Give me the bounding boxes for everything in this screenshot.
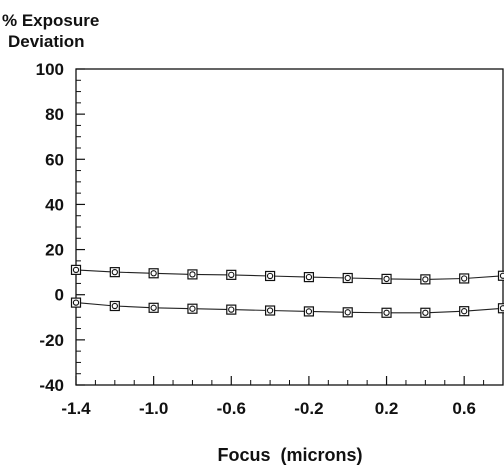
x-tick-label: -1.0 (139, 399, 168, 418)
marker-circle (228, 306, 235, 313)
series-1-point (497, 270, 504, 281)
marker-square (148, 302, 159, 313)
y-tick-label: 0 (55, 286, 64, 305)
marker-circle (228, 271, 235, 279)
x-tick-label: -0.2 (294, 399, 323, 418)
marker-square (381, 307, 392, 318)
marker-circle (111, 268, 118, 276)
y-tick-label: 80 (45, 105, 64, 124)
marker-square (497, 303, 504, 314)
marker-square (303, 272, 315, 283)
series-1-point (303, 272, 315, 283)
plot-area (75, 68, 504, 386)
marker-circle (189, 305, 196, 312)
marker-square (342, 272, 353, 284)
marker-circle (150, 304, 157, 311)
marker-circle (305, 308, 313, 315)
marker-square (226, 304, 237, 315)
marker-circle (189, 271, 196, 278)
marker-square (226, 269, 237, 280)
marker-square (459, 273, 470, 284)
marker-square (381, 273, 392, 285)
marker-circle (499, 272, 504, 279)
series-2-line (75, 302, 504, 314)
series-1-point (226, 269, 237, 280)
series-1-point (264, 270, 276, 282)
series-2-point (381, 307, 392, 318)
series-2-point (148, 302, 159, 313)
x-tick-label: 0.6 (452, 399, 476, 418)
y-tick-label: 60 (45, 150, 64, 169)
marker-square (264, 270, 276, 282)
x-tick-label: -0.6 (217, 399, 246, 418)
series-1-point (109, 267, 120, 278)
marker-circle (499, 305, 504, 312)
marker-circle (422, 276, 429, 283)
marker-circle (461, 308, 468, 315)
series-2-point (264, 305, 276, 316)
y-tick-label: -40 (39, 376, 64, 395)
marker-square (264, 305, 276, 316)
y-axis: -40 -20 0 20 40 60 80 100 (36, 60, 85, 395)
series-1-point (70, 264, 82, 275)
series-2-point (459, 306, 470, 317)
series-2-point (342, 307, 353, 318)
series-1-point (187, 269, 198, 280)
marker-square (187, 269, 198, 280)
series-2-point (497, 303, 504, 314)
series-2-point (226, 304, 237, 315)
marker-square (109, 300, 120, 312)
marker-circle (344, 309, 351, 316)
series-2-point (109, 300, 120, 312)
marker-circle (461, 275, 468, 282)
series-group (70, 264, 504, 318)
marker-circle (111, 302, 118, 310)
marker-square (420, 307, 431, 318)
marker-circle (383, 309, 390, 316)
marker-square (420, 274, 431, 285)
series-2-point (187, 303, 198, 314)
x-tick-label: 0.2 (375, 399, 399, 418)
marker-square (459, 306, 470, 317)
marker-circle (266, 272, 274, 280)
marker-square (497, 270, 504, 281)
marker-circle (150, 270, 157, 277)
marker-square (187, 303, 198, 314)
y-tick-label: 20 (45, 241, 64, 260)
series-2-point (303, 306, 315, 317)
marker-square (342, 307, 353, 318)
x-axis-label: Focus (microns) (217, 445, 362, 465)
series-1-point (459, 273, 470, 284)
marker-circle (422, 309, 429, 316)
marker-square (70, 297, 82, 308)
marker-circle (72, 299, 80, 306)
y-tick-label: 100 (36, 60, 64, 79)
marker-square (109, 267, 120, 278)
marker-square (303, 306, 315, 317)
x-tick-label: -1.4 (61, 399, 91, 418)
marker-circle (305, 273, 313, 281)
y-axis-label-line2: Deviation (8, 32, 85, 51)
marker-circle (383, 275, 390, 283)
marker-circle (344, 274, 351, 282)
x-axis: -1.4 -1.0 -0.6 -0.2 0.2 0.6 (61, 376, 485, 418)
marker-square (70, 264, 82, 275)
y-tick-label: 40 (45, 195, 64, 214)
y-tick-label: -20 (39, 331, 64, 350)
series-2-point (70, 297, 82, 308)
marker-circle (72, 266, 80, 274)
series-2-point (420, 307, 431, 318)
series-1-point (342, 272, 353, 284)
marker-square (148, 268, 159, 279)
series-1-line (75, 269, 504, 280)
series-1-point (420, 274, 431, 285)
y-axis-label-line1: % Exposure (2, 11, 99, 30)
marker-circle (266, 307, 274, 314)
series-1-point (148, 268, 159, 279)
series-1-point (381, 273, 392, 285)
